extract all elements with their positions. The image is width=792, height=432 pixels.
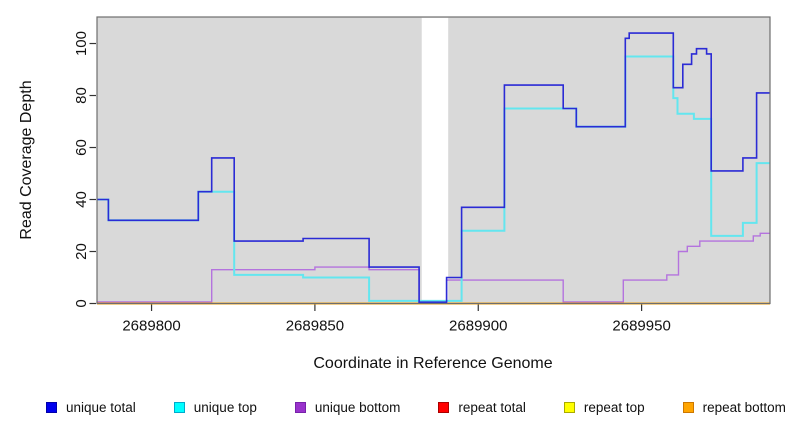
legend-swatch-icon [438,401,450,413]
x-tick-label: 2689850 [286,318,344,335]
x-tick-label: 2689900 [449,318,507,335]
legend-item-repeat-top: repeat top [563,399,645,415]
legend-item-repeat-total: repeat total [438,400,526,415]
legend-label: repeat top [583,399,645,415]
legend-label: repeat total [458,399,526,415]
legend-item-unique-total: unique total [46,400,136,415]
y-tick-label: 40 [73,191,90,208]
x-axis-title: Coordinate in Reference Genome [313,355,553,372]
y-tick-label: 0 [73,299,90,307]
y-tick-label: 60 [73,139,90,156]
y-tick-label: 20 [73,243,90,260]
y-axis-title: Read Coverage Depth [18,80,35,240]
coverage-gap-band [421,17,449,304]
y-tick-label: 100 [73,31,90,56]
legend-label: unique top [193,399,257,415]
legend-swatch-icon [563,401,575,413]
legend-swatch-icon [682,401,694,413]
series-line-unique-total [97,32,770,303]
legend-label: unique bottom [314,399,401,415]
chart-legend: unique total unique top unique bottom repea… [46,394,786,420]
x-tick-label: 2689950 [612,318,670,335]
y-tick-label: 80 [73,87,90,104]
x-tick-label: 2689800 [122,318,180,335]
legend-item-unique-top: unique top [173,399,257,415]
plot-border [96,16,771,305]
legend-item-repeat-bottom: repeat bottom [682,399,786,415]
legend-label: unique total [66,399,136,415]
legend-swatch-icon [46,401,57,413]
legend-swatch-icon [294,401,306,413]
coverage-step-chart: 2689800 2689850 2689900 2689950 0 20 40 60 80 100 [73,16,771,335]
legend-label: repeat bottom [702,399,786,415]
series-line-unique-bottom [97,232,770,303]
legend-swatch-icon [173,401,185,413]
legend-item-unique-bottom: unique bottom [294,399,401,415]
